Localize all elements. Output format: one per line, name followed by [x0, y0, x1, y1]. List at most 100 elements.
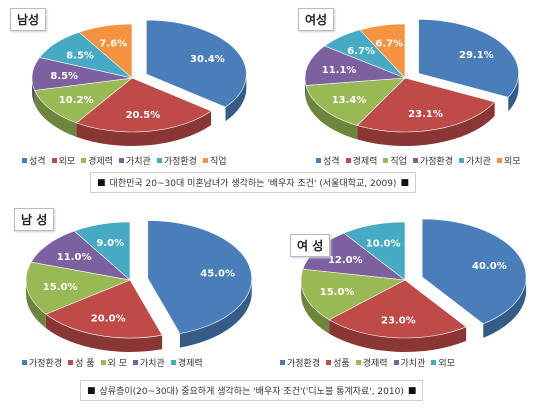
legend-3-item-4: 가치관 — [132, 356, 165, 369]
pie-4-value-label-1: 40.0% — [472, 261, 507, 272]
pie-chart-2: 29.1% 23.1% 13.4% 11.1% 6.7%6.7% — [304, 19, 519, 146]
legend-1-label-1: 성격 — [29, 157, 46, 167]
pie-4-value-label-4: 12.0% — [328, 255, 363, 266]
legend-2-item-6: 외모 — [496, 154, 521, 167]
gender-label-2: 여성 — [298, 8, 335, 31]
legend-3: 가정환경 성 품 외 모 가치관 경제력 — [22, 356, 203, 369]
legend-4-label-5: 외모 — [438, 359, 455, 369]
pie-2-value-label-5: 6.7% — [347, 46, 375, 57]
pie-2-value-label-2: 23.1% — [408, 109, 443, 120]
caption-text-2: 상류층이(20~30대) 중요하게 생각하는 '배우자 조건'('디노블 통계자… — [99, 387, 404, 397]
pie-1-slice-2 — [75, 77, 212, 133]
pie-2-slice-3 — [305, 77, 406, 126]
pie-4-slice-5 — [343, 221, 406, 281]
pie-3-slice-2 — [45, 279, 163, 339]
legend-3-swatch-1 — [22, 360, 27, 365]
legend-4-item-1: 가정환경 — [280, 356, 320, 369]
legend-2-item-3: 직업 — [383, 154, 407, 167]
pie-3-value-label-5: 9.0% — [96, 238, 124, 249]
legend-2-swatch-3 — [383, 158, 389, 163]
legend-3-swatch-3 — [100, 360, 106, 365]
pie-2-slice-2-side — [357, 101, 495, 146]
legend-2: 성격 경제력 직업 가정환경 가치관 외모 — [316, 154, 521, 167]
legend-1-label-5: 가정환경 — [163, 157, 197, 167]
legend-1-item-6: 직업 — [202, 154, 227, 167]
pie-3-slice-3 — [25, 261, 132, 315]
pie-2-slice-6 — [359, 23, 406, 79]
pie-1-slice-1 — [146, 19, 247, 108]
pie-1-value-label-3: 10.2% — [59, 95, 94, 106]
pie-chart-1: 30.4% 20.5% 10.2% 8.5% 8.5% 7.6% — [31, 19, 247, 146]
pie-4-slice-1-side — [483, 276, 527, 338]
legend-1-swatch-4 — [118, 158, 124, 163]
legend-1-label-4: 가치관 — [125, 157, 151, 167]
legend-3-label-5: 경제력 — [177, 359, 203, 369]
legend-2-label-4: 가정환경 — [419, 157, 454, 167]
pie-1-value-label-2: 20.5% — [126, 110, 161, 121]
pie-4-value-label-2: 23.0% — [381, 315, 416, 326]
legend-2-label-5: 가치관 — [466, 157, 491, 167]
pie-1-slice-1-side — [225, 74, 247, 122]
pie-4-slice-3-side — [301, 280, 330, 334]
pie-1-value-label-1: 30.4% — [190, 54, 225, 65]
legend-2-swatch-5 — [459, 158, 465, 163]
legend-4-item-3: 경제력 — [355, 356, 388, 369]
legend-1-item-4: 가치관 — [118, 154, 151, 167]
legend-2-item-1: 성격 — [316, 154, 340, 167]
gender-label-4: 여 성 — [290, 234, 331, 257]
pie-2-value-label-6: 6.7% — [375, 38, 403, 49]
pie-1-value-label-4: 8.5% — [50, 71, 78, 82]
gender-label-3: 남 성 — [14, 208, 55, 231]
pie-1-value-label-6: 7.6% — [99, 39, 127, 50]
pie-4-slice-1 — [421, 218, 527, 325]
legend-1-swatch-3 — [81, 158, 87, 163]
legend-3-item-5: 경제력 — [170, 356, 203, 369]
caption-marker-right-2: ■ — [407, 385, 417, 396]
legend-2-item-5: 가치관 — [459, 154, 491, 167]
caption-marker-left-2: ■ — [87, 385, 96, 396]
legend-2-swatch-4 — [412, 158, 418, 163]
pie-3-slice-5 — [73, 221, 131, 281]
legend-2-swatch-6 — [496, 158, 502, 163]
legend-1-label-3: 경제력 — [88, 157, 113, 167]
legend-1-item-2: 외모 — [51, 154, 75, 167]
legend-3-label-4: 가치관 — [139, 359, 165, 369]
legend-1-label-6: 직업 — [209, 157, 227, 167]
pie-2-slice-1 — [418, 19, 519, 98]
caption-text-1: 대한민국 20~30대 미혼남녀가 생각하는 '배우자 조건' (서울대학교, … — [109, 179, 397, 189]
legend-2-item-2: 경제력 — [345, 154, 378, 167]
pie-1-slice-6 — [78, 23, 133, 79]
pie-chart-4: 40.0% 23.0% 15.0% 12.0%10.0% — [300, 218, 527, 352]
caption-marker-right-1: ■ — [400, 177, 409, 188]
legend-3-swatch-5 — [170, 360, 176, 365]
legend-2-label-1: 성격 — [323, 157, 340, 167]
legend-4-label-4: 가치관 — [400, 359, 426, 369]
legend-4-label-2: 성품 — [333, 359, 350, 369]
pie-3-value-label-4: 11.0% — [57, 252, 92, 263]
legend-4-item-4: 가치관 — [393, 356, 426, 369]
legend-1-swatch-5 — [156, 158, 162, 163]
pie-4-value-label-3: 15.0% — [320, 287, 355, 298]
pie-4-slice-3 — [300, 268, 407, 321]
pie-panel-4: 40.0% 23.0% 15.0% 12.0% 10.0% 여 성 가정환경 성품 경제력 가… — [270, 200, 540, 380]
pie-3-slice-3-side — [26, 280, 46, 329]
legend-2-item-4: 가정환경 — [412, 154, 454, 167]
gender-label-1: 남성 — [10, 8, 47, 31]
legend-4-item-2: 성품 — [326, 356, 350, 369]
legend-4-label-3: 경제력 — [362, 359, 388, 369]
legend-1-item-1: 성격 — [22, 154, 46, 167]
pie-2-value-label-4: 11.1% — [322, 65, 357, 76]
legend-3-swatch-2 — [68, 360, 74, 365]
legend-1-item-5: 가정환경 — [156, 154, 197, 167]
legend-1-swatch-6 — [202, 158, 208, 163]
pie-4-value-label-5: 10.0% — [366, 238, 401, 249]
legend-4-item-5: 외모 — [431, 356, 455, 369]
legend-3-label-1: 가정환경 — [29, 359, 63, 369]
legend-3-item-1: 가정환경 — [22, 356, 62, 369]
legend-2-label-2: 경제력 — [352, 157, 378, 167]
legend-3-label-3: 외 모 — [107, 359, 127, 369]
pie-1-slice-3-side — [34, 90, 77, 137]
pie-2-slice-3-side — [305, 85, 358, 140]
legend-1-item-3: 경제력 — [81, 154, 113, 167]
